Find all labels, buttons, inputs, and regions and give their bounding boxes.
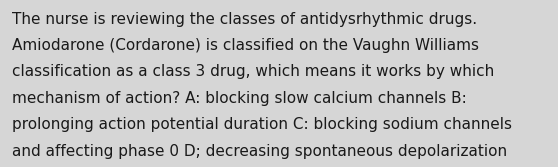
Text: Amiodarone (Cordarone) is classified on the Vaughn Williams: Amiodarone (Cordarone) is classified on …	[12, 38, 479, 53]
Text: classification as a class 3 drug, which means it works by which: classification as a class 3 drug, which …	[12, 64, 494, 79]
Text: and affecting phase 0 D; decreasing spontaneous depolarization: and affecting phase 0 D; decreasing spon…	[12, 144, 507, 159]
Text: The nurse is reviewing the classes of antidysrhythmic drugs.: The nurse is reviewing the classes of an…	[12, 12, 478, 27]
Text: mechanism of action? A: blocking slow calcium channels B:: mechanism of action? A: blocking slow ca…	[12, 91, 467, 106]
Text: prolonging action potential duration C: blocking sodium channels: prolonging action potential duration C: …	[12, 117, 512, 132]
